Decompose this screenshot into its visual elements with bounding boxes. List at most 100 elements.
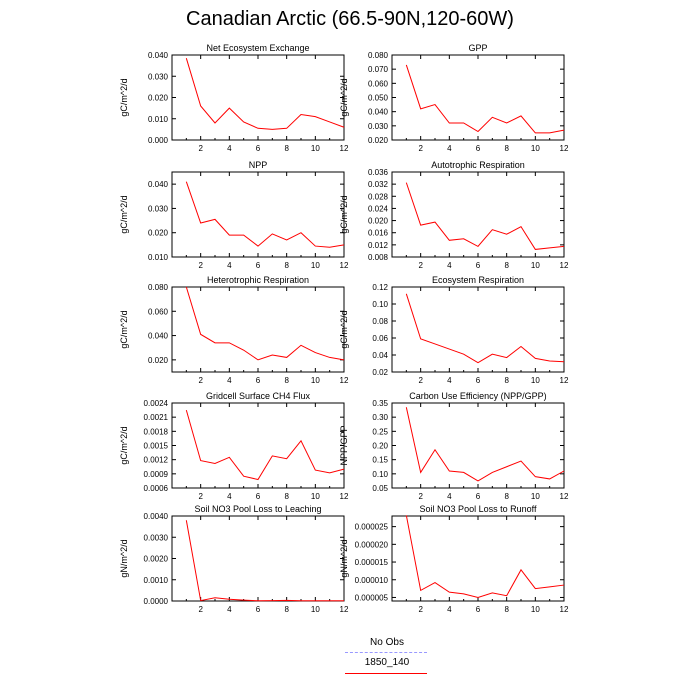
x-tick-label: 8 (504, 376, 509, 385)
x-tick-label: 10 (311, 605, 320, 614)
x-tick-label: 10 (531, 376, 540, 385)
x-tick-label: 2 (418, 492, 423, 501)
y-axis-label: gC/m^2/d (119, 310, 129, 348)
x-tick-label: 6 (256, 144, 261, 153)
y-tick-label: 0.030 (368, 122, 389, 131)
x-tick-label: 12 (340, 144, 349, 153)
y-tick-label: 0.080 (148, 283, 169, 292)
y-tick-label: 0.15 (372, 456, 388, 465)
y-tick-label: 0.000010 (355, 576, 389, 585)
chart-autotrophic-respiration: Autotrophic Respiration 2 4 6 8 10 12 0.008 0.01… (339, 160, 569, 270)
y-tick-label: 0.0009 (144, 470, 169, 479)
x-tick-label: 12 (560, 261, 569, 270)
y-tick-label: 0.10 (372, 470, 388, 479)
y-tick-label: 0.032 (368, 180, 389, 189)
chart-title: Ecosystem Respiration (432, 275, 524, 285)
y-tick-label: 0.04 (372, 351, 388, 360)
x-tick-label: 8 (504, 605, 509, 614)
y-tick-label: 0.070 (368, 65, 389, 74)
y-tick-label: 0.0040 (144, 512, 169, 521)
chart-carbon-use-efficiency-npp-gpp: Carbon Use Efficiency (NPP/GPP) 2 4 6 8 10 12 0… (339, 391, 569, 501)
y-tick-label: 0.12 (372, 283, 388, 292)
x-tick-label: 8 (284, 605, 289, 614)
y-tick-label: 0.06 (372, 334, 388, 343)
x-tick-label: 12 (340, 261, 349, 270)
x-tick-label: 4 (227, 261, 232, 270)
page-title: Canadian Arctic (66.5-90N,120-60W) (186, 8, 514, 30)
plot-frame (391, 54, 565, 141)
chart-title: Gridcell Surface CH4 Flux (206, 391, 311, 401)
series-line (405, 407, 565, 482)
y-tick-label: 0.030 (148, 204, 169, 213)
y-tick-label: 0.0006 (144, 484, 169, 493)
y-tick-label: 0.0000 (144, 597, 169, 606)
y-tick-label: 0.020 (148, 229, 169, 238)
x-tick-label: 12 (340, 492, 349, 501)
y-tick-label: 0.028 (368, 192, 389, 201)
y-tick-label: 0.35 (372, 399, 388, 408)
x-tick-label: 8 (504, 261, 509, 270)
x-tick-label: 2 (418, 605, 423, 614)
plot-frame (171, 402, 345, 489)
plot-frame (171, 515, 345, 602)
chart-title: Heterotrophic Respiration (207, 275, 309, 285)
y-tick-label: 0.080 (368, 51, 389, 60)
y-tick-label: 0.000025 (355, 523, 389, 532)
plot-frame (171, 286, 345, 373)
y-tick-label: 0.05 (372, 484, 388, 493)
x-tick-label: 4 (227, 605, 232, 614)
y-tick-label: 0.08 (372, 317, 388, 326)
x-tick-label: 4 (447, 376, 452, 385)
y-tick-label: 0.20 (372, 442, 388, 451)
y-tick-label: 0.000 (148, 136, 169, 145)
chart-title: Soil NO3 Pool Loss to Leaching (194, 504, 321, 514)
x-tick-label: 6 (256, 376, 261, 385)
y-tick-label: 0.30 (372, 413, 388, 422)
x-tick-label: 6 (476, 376, 481, 385)
x-tick-label: 6 (256, 492, 261, 501)
y-tick-label: 0.010 (148, 253, 169, 262)
x-tick-label: 8 (284, 376, 289, 385)
y-tick-label: 0.020 (148, 356, 169, 365)
y-tick-label: 0.060 (148, 307, 169, 316)
y-tick-label: 0.000015 (355, 558, 389, 567)
y-tick-label: 0.010 (148, 115, 169, 124)
x-tick-label: 6 (476, 492, 481, 501)
x-tick-label: 12 (560, 605, 569, 614)
x-tick-label: 12 (340, 376, 349, 385)
x-tick-label: 10 (531, 144, 540, 153)
y-tick-label: 0.050 (368, 94, 389, 103)
x-tick-label: 4 (227, 492, 232, 501)
y-tick-label: 0.0012 (144, 456, 169, 465)
x-tick-label: 2 (418, 261, 423, 270)
x-tick-label: 10 (311, 492, 320, 501)
y-tick-label: 0.25 (372, 427, 388, 436)
x-tick-label: 2 (198, 376, 203, 385)
x-tick-label: 10 (311, 261, 320, 270)
y-tick-label: 0.0018 (144, 427, 169, 436)
x-tick-label: 8 (504, 144, 509, 153)
chart-gridcell-surface-ch4-flux: Gridcell Surface CH4 Flux 2 4 6 8 10 12 0.0006 0… (119, 391, 349, 501)
y-axis-label: gC/m^2/d (119, 426, 129, 464)
y-tick-label: 0.0020 (144, 555, 169, 564)
x-tick-label: 12 (560, 376, 569, 385)
x-tick-label: 6 (256, 261, 261, 270)
chart-soil-no3-pool-loss-to-runoff: Soil NO3 Pool Loss to Runoff 2 4 6 8 10 12 0.00… (339, 504, 569, 614)
y-axis-label: gC/m^2/d (339, 310, 349, 348)
chart-ecosystem-respiration: Ecosystem Respiration 2 4 6 8 10 12 0.02 0.04 0.0… (339, 275, 569, 385)
x-tick-label: 8 (284, 144, 289, 153)
y-axis-label: gC/m^2/d (339, 78, 349, 116)
x-tick-label: 4 (447, 144, 452, 153)
series-line (405, 293, 565, 364)
plot-frame (391, 402, 565, 489)
x-tick-label: 10 (531, 492, 540, 501)
y-tick-label: 0.020 (148, 94, 169, 103)
x-tick-label: 8 (284, 492, 289, 501)
x-tick-label: 12 (340, 605, 349, 614)
y-tick-label: 0.030 (148, 72, 169, 81)
plot-frame (391, 171, 565, 258)
chart-title: GPP (468, 43, 487, 53)
y-tick-label: 0.0030 (144, 533, 169, 542)
x-tick-label: 4 (227, 144, 232, 153)
